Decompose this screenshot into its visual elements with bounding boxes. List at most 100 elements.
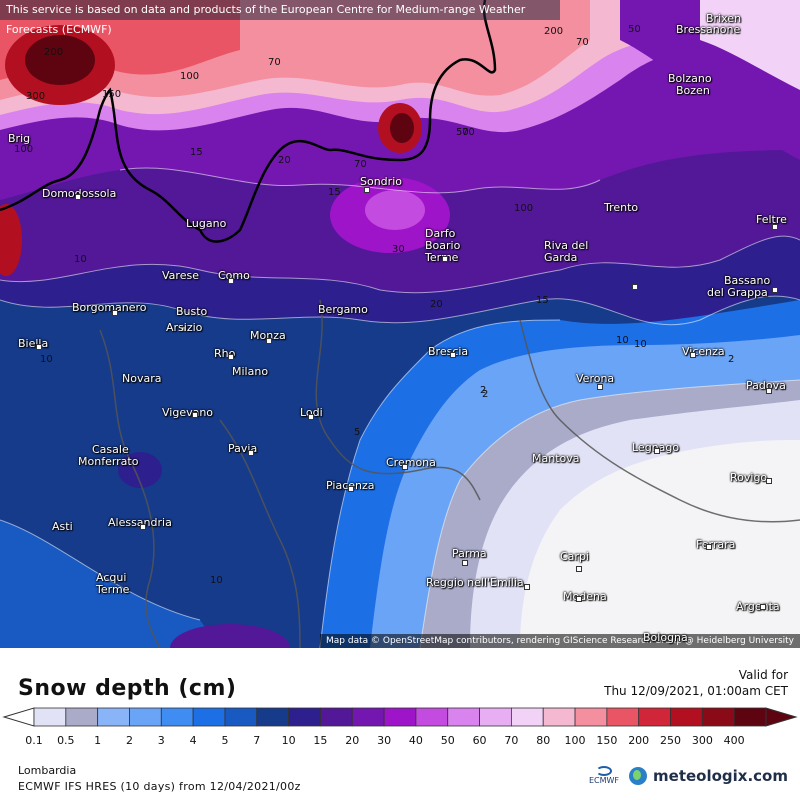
city-label: Arsizio: [166, 321, 203, 334]
valid-label: Valid for: [738, 668, 788, 682]
city-marker: [140, 524, 146, 530]
scale-tick-label: 10: [281, 734, 296, 747]
city-label: Monza: [250, 329, 286, 342]
map-attribution: Map data © OpenStreetMap contributors, r…: [320, 634, 800, 648]
city-marker: [228, 278, 234, 284]
scale-tick-label: 7: [253, 734, 261, 747]
scale-cell: [447, 707, 480, 727]
scale-cell: [129, 707, 162, 727]
city-label: Verona: [576, 372, 615, 385]
scale-tick-label: 50: [440, 734, 455, 747]
color-scale: [2, 707, 798, 727]
contour-value-label: 70: [268, 57, 281, 68]
city-label: Feltre: [756, 213, 787, 226]
city-label: Sondrio: [360, 175, 402, 188]
field-15cm-b: [170, 624, 290, 648]
city-marker: [706, 544, 712, 550]
city-label: Biella: [18, 337, 49, 350]
scale-tick-label: 20: [345, 734, 360, 747]
contour-value-label: 10: [634, 339, 647, 350]
city-marker: [576, 596, 582, 602]
scale-tick-label: 30: [377, 734, 392, 747]
scale-tick-label: 0.5: [57, 734, 75, 747]
city-label: Trento: [604, 201, 639, 214]
valid-time: Thu 12/09/2021, 01:00am CET: [604, 684, 788, 698]
field-15cm-c: [118, 452, 162, 488]
field-400cm: [25, 35, 95, 85]
city-label: Legnago: [632, 442, 679, 454]
city-label: Bassano: [724, 274, 771, 287]
scale-tick-label: 150: [596, 734, 618, 747]
contour-value-label: 10: [74, 254, 87, 265]
model-info: ECMWF IFS HRES (10 days) from 12/04/2021…: [18, 780, 301, 793]
scale-cell: [638, 707, 671, 727]
scale-cell: [510, 707, 544, 727]
city-marker: [228, 354, 234, 360]
city-label: Busto: [176, 305, 208, 318]
scale-tick-label: 60: [472, 734, 487, 747]
scale-tick-label: 15: [313, 734, 328, 747]
city-label: Novara: [122, 372, 162, 385]
region-label: Lombardia: [18, 764, 77, 777]
scale-tick-label: 70: [504, 734, 519, 747]
scale-cell: [256, 707, 290, 727]
contour-value-label: 2: [728, 354, 735, 365]
field-400cm-b: [390, 113, 414, 143]
city-marker: [364, 187, 370, 193]
scale-cell: [701, 707, 735, 727]
scale-cell: [320, 707, 353, 727]
contour-value-label: 70: [354, 159, 367, 170]
city-label: Asti: [52, 520, 73, 533]
scale-tick-label: 200: [628, 734, 650, 747]
contour-value-label: 2: [482, 389, 489, 400]
city-label: Brixen: [706, 12, 742, 25]
scale-cell: [160, 707, 194, 727]
field-70cm: [700, 0, 800, 90]
scale-cell: [33, 707, 67, 727]
city-marker: [597, 384, 603, 390]
contour-value-label: 10: [210, 575, 223, 586]
brand-block[interactable]: ECMWF meteologix.com: [589, 766, 788, 785]
ecmwf-notice: This service is based on data and produc…: [0, 0, 560, 36]
city-marker: [690, 352, 696, 358]
scale-cell: [224, 707, 258, 727]
city-marker: [766, 478, 772, 484]
city-marker: [348, 486, 354, 492]
contour-value-label: 150: [102, 89, 122, 100]
city-label: Carpi: [560, 550, 589, 563]
city-label: Padova: [746, 379, 786, 392]
contour-value-label: 200: [544, 26, 564, 37]
scale-cell: [479, 707, 512, 727]
city-label: Alessandria: [108, 516, 172, 529]
field-zero: [520, 440, 800, 648]
city-label: Terme: [425, 252, 458, 264]
city-label: Lugano: [186, 217, 227, 230]
scale-right-arrow: [765, 707, 798, 727]
city-label: Rovigo: [730, 471, 768, 484]
contour-value-label: 15: [190, 147, 203, 158]
scale-tick-label: 3: [157, 734, 165, 747]
brand-name[interactable]: meteologix.com: [653, 766, 788, 785]
scale-cell: [574, 707, 608, 727]
scale-left-arrow: [2, 707, 35, 727]
contour-value-label: 10: [40, 354, 53, 365]
ecmwf-logo: ECMWF: [589, 766, 619, 785]
city-label: Cremona: [386, 456, 436, 469]
city-label: Casale: [92, 443, 129, 456]
snow-depth-map[interactable]: This service is based on data and produc…: [0, 0, 800, 648]
city-marker: [632, 284, 638, 290]
scale-cell: [542, 707, 576, 727]
field-50cm: [365, 190, 425, 230]
scale-tick-label: 2: [125, 734, 133, 747]
contour-value-label: 30: [392, 244, 405, 255]
city-label: Lodi: [300, 406, 323, 419]
scale-tick-label: 5: [221, 734, 229, 747]
city-marker: [402, 464, 408, 470]
field-7cm: [0, 520, 220, 648]
city-label: Reggio nell'Emilia: [426, 576, 524, 589]
contour-value-label: 100: [180, 71, 200, 82]
city-marker: [450, 352, 456, 358]
city-label: Bergamo: [318, 303, 368, 316]
city-label: Bozen: [676, 84, 710, 97]
city-marker: [462, 560, 468, 566]
